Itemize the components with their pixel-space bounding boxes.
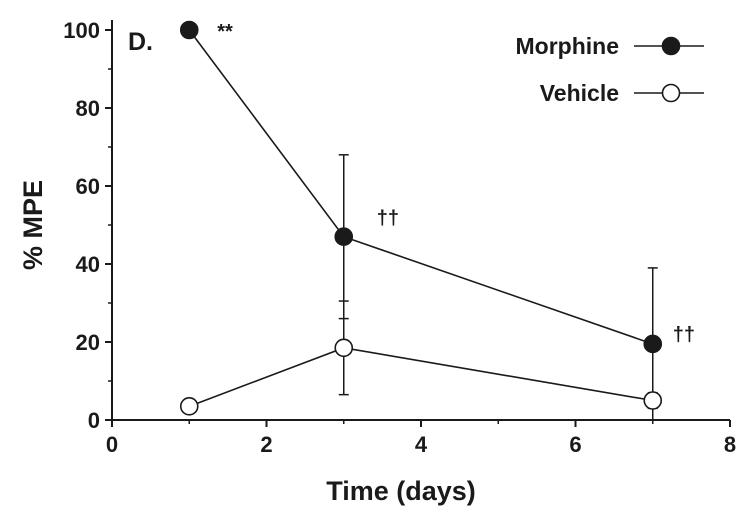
x-tick-label: 4 (415, 432, 428, 457)
data-point-vehicle (334, 338, 354, 358)
legend: Morphine Vehicle (516, 33, 704, 106)
legend-marker-vehicle (661, 83, 681, 103)
y-tick-label: 60 (76, 174, 100, 199)
legend-marker-morphine (661, 36, 681, 56)
legend-label-vehicle: Vehicle (540, 80, 619, 106)
y-tick-label: 0 (88, 408, 100, 433)
data-point-vehicle (643, 391, 663, 410)
significance-marker: ** (217, 21, 233, 43)
significance-marker: †† (673, 324, 695, 346)
significance-marker: †† (377, 208, 399, 230)
x-axis-ticks: 0 2 4 6 8 (106, 420, 736, 457)
panel-label: D. (128, 28, 153, 56)
series-line-vehicle (188, 347, 653, 408)
y-tick-label: 80 (76, 96, 100, 121)
x-axis-title: Time (days) (326, 476, 476, 506)
series-vehicle (188, 300, 658, 410)
series-line-morphine (188, 29, 654, 345)
annotations: ** †† †† (217, 21, 695, 346)
y-tick-label: 40 (76, 252, 100, 277)
x-tick-label: 2 (260, 432, 272, 457)
data-point-vehicle (179, 397, 199, 416)
series-layer (179, 20, 663, 421)
legend-label-morphine: Morphine (516, 33, 620, 59)
data-point-morphine (334, 227, 354, 246)
plot-area (111, 20, 730, 421)
y-tick-label: 100 (63, 18, 100, 43)
x-tick-label: 8 (724, 432, 736, 457)
x-tick-label: 6 (569, 432, 581, 457)
y-tick-label: 20 (76, 330, 100, 355)
y-axis-title: % MPE (18, 180, 48, 270)
data-point-morphine (179, 20, 199, 40)
data-point-morphine (643, 334, 663, 354)
y-axis-ticks: 0 20 40 60 80 100 (63, 18, 112, 433)
x-tick-label: 0 (106, 432, 118, 457)
